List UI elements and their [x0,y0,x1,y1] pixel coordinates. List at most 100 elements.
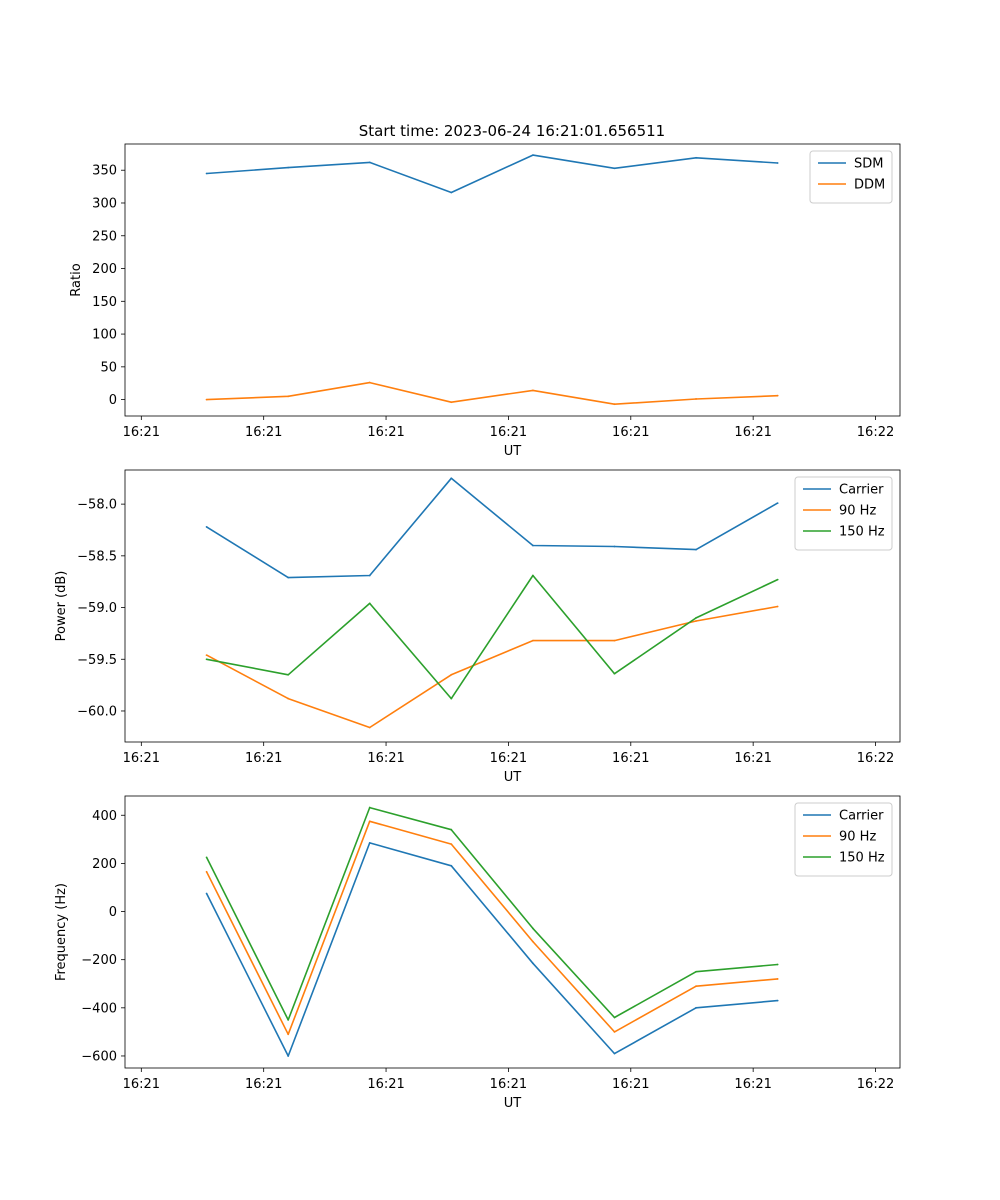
data-point [205,856,208,859]
series-line-carrier [205,842,778,1057]
data-point [776,502,779,504]
data-point [368,806,371,809]
data-point [695,548,697,551]
data-point [776,978,779,980]
data-point [613,1016,616,1019]
data-point [613,1052,616,1055]
y-tick-label: 0 [109,393,117,408]
x-tick-label: 16:21 [367,425,404,440]
series-line-carrier [206,477,778,579]
x-axis-label: UT [504,444,522,459]
y-tick-label: −58.5 [77,549,117,564]
data-point [450,673,453,676]
legend-label: Carrier [839,809,884,824]
data-point [613,1030,616,1033]
data-point [368,820,371,823]
data-point [776,578,779,581]
x-tick-label: 16:21 [367,1077,404,1092]
x-tick-label: 16:21 [734,751,771,766]
data-point [450,401,453,404]
figure-title: Start time: 2023-06-24 16:21:01.656511 [359,122,665,140]
legend-label: Carrier [839,483,884,498]
data-point [287,166,290,169]
y-tick-label: 0 [109,905,117,920]
legend-label: DDM [854,178,885,193]
x-tick-label: 16:22 [857,1077,894,1092]
data-point [205,654,208,657]
x-tick-label: 16:21 [734,1077,771,1092]
y-tick-label: −400 [81,1001,117,1016]
x-tick-label: 16:21 [123,1077,160,1092]
data-point [368,602,371,605]
y-tick-label: 250 [92,229,117,244]
data-point [531,927,534,930]
x-tick-label: 16:21 [123,425,160,440]
data-point [613,545,616,548]
series-line-90-hz [205,820,778,1036]
legend-label: 150 Hz [839,525,885,540]
plot-frame [124,143,901,417]
data-point [205,870,208,873]
data-point [368,381,371,384]
data-point [287,1055,290,1057]
x-tick-label: 16:21 [612,425,649,440]
x-tick-label: 16:21 [123,751,160,766]
x-tick-label: 16:21 [490,425,527,440]
y-tick-label: 200 [92,262,117,277]
x-tick-label: 16:21 [367,751,404,766]
data-point [695,970,697,973]
data-point [695,620,697,622]
data-point [205,658,208,661]
x-axis-label: UT [504,770,522,785]
data-point [613,403,616,406]
y-axis-label: Ratio [69,263,84,296]
legend-label: SDM [854,157,883,172]
y-tick-label: 50 [100,360,117,375]
data-point [287,673,290,676]
data-point [531,574,534,577]
legend-label: 150 Hz [839,851,885,866]
data-point [531,154,534,157]
y-tick-label: −59.5 [77,653,117,668]
data-point [450,697,453,700]
data-point [531,962,534,965]
y-tick-label: 100 [92,328,117,343]
chart-panel-1: 16:21 16:21 16:21 16:21 16:21 16:21 16:22 0 50 10… [69,143,901,459]
x-tick-label: 16:21 [245,425,282,440]
y-axis-label: Power (dB) [54,571,69,642]
y-tick-label: −60.0 [77,704,117,719]
data-point [695,156,697,159]
x-tick-label: 16:21 [490,1077,527,1092]
y-tick-label: −58.0 [77,498,117,513]
series-line-ddm [206,381,778,406]
y-tick-label: 150 [92,295,117,310]
legend: SDM DDM [809,150,893,204]
data-point [695,398,697,400]
y-tick-label: −200 [81,953,117,968]
series-line-150-hz [205,806,778,1021]
data-point [613,639,616,642]
plot-frame [124,795,901,1069]
data-point [695,1006,697,1009]
data-point [695,616,697,619]
y-tick-label: 200 [92,857,117,872]
y-tick-label: −600 [81,1049,117,1064]
y-tick-label: 400 [92,809,117,824]
chart-panel-2: 16:21 16:21 16:21 16:21 16:21 16:21 16:22 −60.0… [54,469,901,785]
data-point [368,574,371,577]
data-point [531,940,534,943]
series-line-90-hz [206,605,778,729]
legend-label: 90 Hz [839,830,876,845]
data-point [450,191,453,194]
x-tick-label: 16:21 [490,751,527,766]
data-point [205,172,208,175]
data-point [695,985,697,988]
data-point [776,605,779,608]
data-point [205,398,208,401]
data-point [368,161,371,164]
x-tick-label: 16:21 [734,425,771,440]
data-point [287,395,290,398]
data-point [368,842,371,844]
data-point [205,892,208,895]
